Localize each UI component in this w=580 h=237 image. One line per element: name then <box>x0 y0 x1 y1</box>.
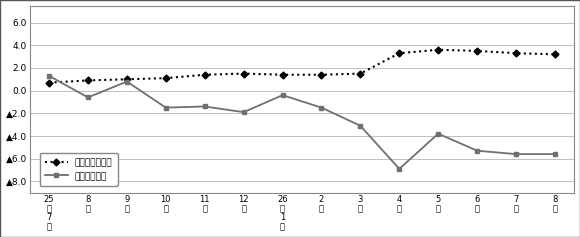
消費者物価指数 <box>474 50 481 52</box>
消費者物価指数 <box>240 72 247 75</box>
実質賃金指数 <box>552 153 559 155</box>
Line: 実質賃金指数: 実質賃金指数 <box>46 73 557 171</box>
実質賃金指数 <box>396 167 403 170</box>
消費者物価指数 <box>318 73 325 76</box>
消費者物価指数 <box>357 72 364 75</box>
消費者物価指数 <box>396 52 403 55</box>
実質賃金指数 <box>124 80 130 83</box>
消費者物価指数 <box>46 81 53 84</box>
消費者物価指数 <box>435 48 442 51</box>
消費者物価指数 <box>279 73 286 76</box>
Legend: 消費者物価指数, 実質賃金指数: 消費者物価指数, 実質賃金指数 <box>39 153 118 186</box>
実質賃金指数 <box>46 74 53 77</box>
実質賃金指数 <box>201 105 208 108</box>
消費者物価指数 <box>201 73 208 76</box>
実質賃金指数 <box>240 111 247 114</box>
実質賃金指数 <box>474 149 481 152</box>
実質賃金指数 <box>513 153 520 155</box>
実質賃金指数 <box>357 124 364 127</box>
実質賃金指数 <box>279 94 286 96</box>
実質賃金指数 <box>318 106 325 109</box>
実質賃金指数 <box>85 96 92 99</box>
消費者物価指数 <box>85 79 92 82</box>
消費者物価指数 <box>124 78 130 81</box>
実質賃金指数 <box>435 132 442 135</box>
消費者物価指数 <box>552 53 559 56</box>
Line: 消費者物価指数: 消費者物価指数 <box>46 47 557 85</box>
消費者物価指数 <box>513 52 520 55</box>
実質賃金指数 <box>162 106 169 109</box>
消費者物価指数 <box>162 77 169 80</box>
